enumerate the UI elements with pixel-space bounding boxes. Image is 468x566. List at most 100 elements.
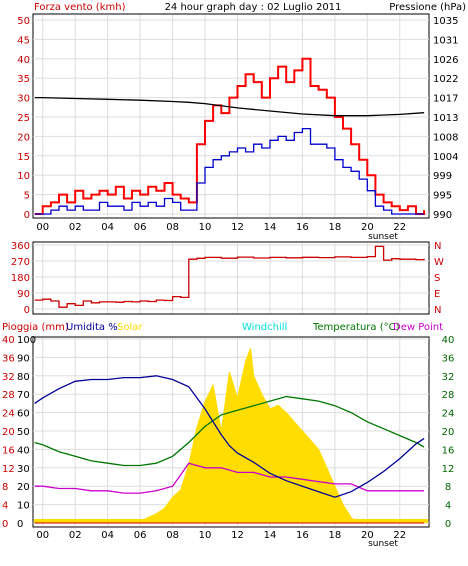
rain-tick-label: 24 bbox=[2, 409, 15, 420]
hour-tick-label: 06 bbox=[134, 222, 147, 233]
hour-tick-label: 00 bbox=[36, 530, 49, 541]
direction-series bbox=[34, 245, 425, 308]
wind-direction-line bbox=[34, 245, 425, 308]
temperature-tick-label: 20 bbox=[442, 427, 455, 438]
sunset-label-bottom: sunset bbox=[368, 539, 398, 549]
wind-hour-ticks: 00 02 04 06 08 10 12 14 16 18 20 22 bbox=[36, 222, 406, 233]
hour-tick-label: 10 bbox=[199, 530, 212, 541]
climate-hour-ticks: 00 02 04 06 08 10 12 14 16 18 20 22 bbox=[36, 530, 406, 541]
humidity-tick-label: 60 bbox=[17, 409, 30, 420]
hour-tick-label: 18 bbox=[329, 530, 342, 541]
wind-speed-tick-label: 5 bbox=[24, 191, 30, 202]
rain-tick-label: 32 bbox=[2, 372, 15, 383]
pressure-tick-label: 1031 bbox=[433, 35, 458, 46]
hour-tick-label: 18 bbox=[329, 222, 342, 233]
hour-tick-label: 14 bbox=[264, 530, 277, 541]
humidity-tick-label: 10 bbox=[17, 501, 30, 512]
direction-degree-label: 0 bbox=[24, 305, 30, 316]
pressure-axis-label: Pressione (hPa) bbox=[389, 2, 466, 13]
wind-speed-tick-label: 20 bbox=[17, 132, 30, 143]
wind-series-line bbox=[34, 127, 425, 215]
wind-speed-tick-label: 0 bbox=[24, 210, 30, 221]
hour-tick-label: 14 bbox=[264, 222, 277, 233]
direction-degree-ticks: 0 90 180 270 360 bbox=[11, 241, 30, 316]
direction-degree-label: 360 bbox=[11, 241, 30, 252]
hour-tick-label: 20 bbox=[361, 530, 374, 541]
rain-tick-label: 0 bbox=[2, 519, 8, 530]
legend-temperature: Temperatura (°C) bbox=[312, 322, 400, 333]
climate-series bbox=[34, 348, 428, 524]
compass-label: N bbox=[434, 241, 441, 252]
humidity-tick-label: 20 bbox=[17, 482, 30, 493]
sunset-label-top: sunset bbox=[368, 232, 398, 242]
humidity-tick-label: 100 bbox=[17, 335, 36, 346]
hour-tick-label: 12 bbox=[231, 222, 244, 233]
humidity-tick-label: 40 bbox=[17, 445, 30, 456]
direction-degree-label: 270 bbox=[11, 257, 30, 268]
rain-tick-label: 20 bbox=[2, 427, 15, 438]
hour-tick-label: 12 bbox=[231, 530, 244, 541]
rain-tick-label: 8 bbox=[2, 482, 8, 493]
pressure-tick-label: 1004 bbox=[433, 152, 458, 163]
humidity-tick-label: 50 bbox=[17, 427, 30, 438]
hour-tick-label: 04 bbox=[101, 222, 114, 233]
direction-degree-label: 90 bbox=[17, 289, 30, 300]
wind-series bbox=[34, 57, 426, 215]
wind-gridlines bbox=[33, 15, 429, 217]
pressure-tick-label: 999 bbox=[433, 171, 452, 182]
pressure-tick-label: 1008 bbox=[433, 132, 458, 143]
temperature-tick-label: 36 bbox=[442, 353, 455, 364]
rain-tick-label: 16 bbox=[2, 445, 15, 456]
legend-solar: Solar bbox=[117, 322, 143, 333]
rain-tick-label: 28 bbox=[2, 390, 15, 401]
temperature-tick-label: 8 bbox=[445, 482, 451, 493]
wind-speed-tick-label: 45 bbox=[17, 35, 30, 46]
hour-tick-label: 02 bbox=[69, 530, 82, 541]
pressure-tick-label: 995 bbox=[433, 191, 452, 202]
hour-tick-label: 06 bbox=[134, 530, 147, 541]
pressure-tick-label: 990 bbox=[433, 210, 452, 221]
pressure-tick-label: 1017 bbox=[433, 94, 458, 105]
solar-area bbox=[131, 348, 361, 524]
hour-tick-label: 22 bbox=[393, 222, 406, 233]
pressure-tick-label: 1022 bbox=[433, 74, 458, 85]
compass-label: S bbox=[434, 273, 440, 284]
temperature-tick-label: 16 bbox=[442, 445, 455, 456]
hour-tick-label: 02 bbox=[69, 222, 82, 233]
solar-baseline-band bbox=[34, 519, 428, 523]
temperature-tick-label: 12 bbox=[442, 464, 455, 475]
wind-speed-tick-label: 25 bbox=[17, 113, 30, 124]
legend-windchill: Windchill bbox=[242, 322, 287, 333]
humidity-series-line bbox=[34, 375, 425, 498]
rain-tick-label: 12 bbox=[2, 464, 15, 475]
wind-speed-tick-label: 50 bbox=[17, 16, 30, 27]
dewpoint-series-line bbox=[34, 462, 425, 494]
wind-speed-tick-label: 35 bbox=[17, 74, 30, 85]
humidity-tick-label: 80 bbox=[17, 372, 30, 383]
rain-ticks: 0 4 8 12 16 20 24 28 32 36 40 bbox=[2, 335, 15, 530]
pressure-tick-label: 1013 bbox=[433, 113, 458, 124]
pressure-tick-label: 1026 bbox=[433, 55, 458, 66]
rain-tick-label: 4 bbox=[2, 501, 8, 512]
hour-tick-label: 10 bbox=[199, 222, 212, 233]
hour-tick-label: 08 bbox=[166, 530, 179, 541]
compass-label: W bbox=[434, 257, 444, 268]
direction-degree-label: 180 bbox=[11, 273, 30, 284]
temperature-tick-label: 4 bbox=[445, 501, 451, 512]
wind-speed-ticks: 0 5 10 15 20 25 30 35 40 45 50 bbox=[17, 16, 30, 221]
temperature-tick-label: 32 bbox=[442, 372, 455, 383]
legend-rain: Pioggia (mm) bbox=[2, 322, 69, 333]
humidity-tick-label: 0 bbox=[17, 519, 23, 530]
temperature-tick-label: 0 bbox=[445, 519, 451, 530]
hour-tick-label: 22 bbox=[393, 530, 406, 541]
pressure-series-line bbox=[34, 96, 425, 117]
compass-label: N bbox=[434, 305, 441, 316]
rain-tick-label: 36 bbox=[2, 353, 15, 364]
hour-tick-label: 20 bbox=[361, 222, 374, 233]
temperature-tick-label: 24 bbox=[442, 409, 455, 420]
humidity-tick-label: 30 bbox=[17, 464, 30, 475]
climate-panel-frame bbox=[32, 336, 430, 528]
